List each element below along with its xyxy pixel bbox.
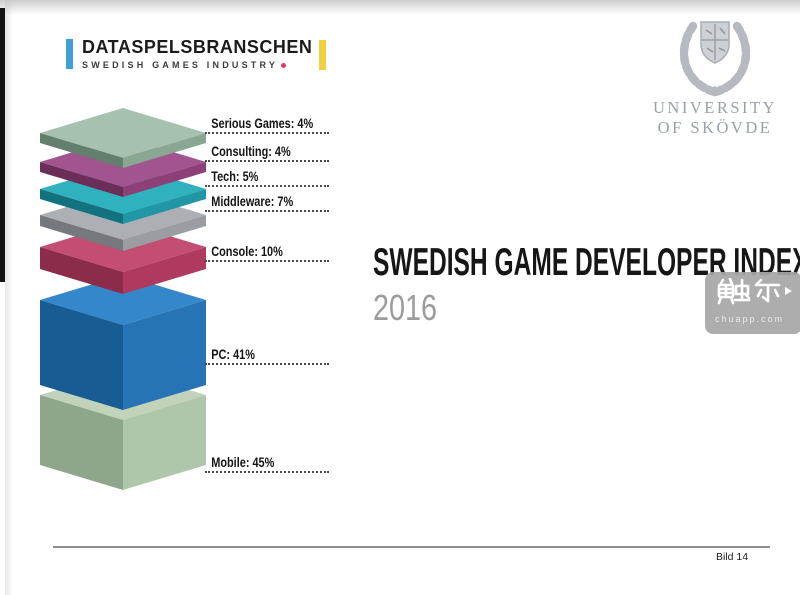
university-of-skovde-logo: UNIVERSITY OF SKÖVDE (635, 10, 795, 138)
console-left-face (40, 247, 123, 294)
dataspelsbranschen-subtitle-text: SWEDISH GAMES INDUSTRY (82, 60, 279, 70)
label-consulting: Consulting: 4% (205, 143, 329, 162)
pc-left-face (40, 300, 123, 410)
footer-divider-line (53, 546, 770, 548)
label-serious-games: Serious Games: 4% (205, 115, 329, 134)
mobile-right-face (123, 395, 206, 490)
layer-pc (40, 275, 206, 410)
label-middleware: Middleware: 7% (205, 193, 329, 212)
pc-right-face (123, 300, 206, 410)
middleware-right-face (123, 215, 206, 251)
university-name-line2: OF SKÖVDE (657, 117, 773, 137)
chuapp-logotype-icon (717, 277, 792, 305)
logo-red-dot-icon (281, 63, 287, 69)
tech-left-face (40, 189, 123, 224)
consulting-right-face (123, 162, 206, 197)
label-console-text: Console: 10% (211, 243, 283, 259)
label-middleware-text: Middleware: 7% (211, 193, 294, 209)
layer-stack-chart (40, 108, 206, 490)
dataspelsbranschen-logo: DATASPELSBRANSCHEN SWEDISH GAMES INDUSTR… (66, 38, 327, 70)
tech-right-face (123, 189, 206, 224)
serious-games-left-face (40, 133, 123, 168)
slide-year: 2016 (373, 287, 438, 328)
slide-number: Bild 14 (716, 551, 749, 563)
watermark-site-url: chuapp.com (715, 314, 785, 324)
left-edge-black-bar (0, 8, 5, 282)
dataspelsbranschen-title: DATASPELSBRANSCHEN (82, 37, 313, 57)
laurel-wreath-crest-icon (679, 21, 751, 97)
label-pc-text: PC: 41% (211, 346, 255, 362)
middleware-left-face (40, 215, 123, 251)
top-edge-shadow (0, 0, 800, 15)
label-mobile-text: Mobile: 45% (211, 454, 275, 470)
label-console: Console: 10% (205, 243, 329, 262)
serious-games-right-face (123, 133, 206, 168)
label-serious-games-text: Serious Games: 4% (211, 115, 314, 131)
left-edge-shadow (5, 0, 13, 595)
university-name-line1: UNIVERSITY (653, 98, 777, 117)
label-tech-text: Tech: 5% (211, 168, 259, 184)
dataspelsbranschen-subtitle: SWEDISH GAMES INDUSTRY (82, 60, 312, 70)
chuapp-watermark-badge: 触乐 chuapp.com (705, 272, 800, 334)
console-right-face (123, 247, 206, 294)
layer-serious-games (40, 108, 206, 168)
label-pc: PC: 41% (205, 346, 329, 365)
mobile-left-face (40, 395, 123, 490)
consulting-left-face (40, 162, 123, 197)
dataspelsbranschen-text: DATASPELSBRANSCHEN SWEDISH GAMES INDUSTR… (82, 38, 312, 70)
label-mobile: Mobile: 45% (205, 454, 329, 473)
logo-yellow-bar-icon (319, 40, 327, 70)
label-consulting-text: Consulting: 4% (211, 143, 291, 159)
logo-blue-bar-icon (66, 39, 73, 69)
label-tech: Tech: 5% (205, 168, 329, 187)
